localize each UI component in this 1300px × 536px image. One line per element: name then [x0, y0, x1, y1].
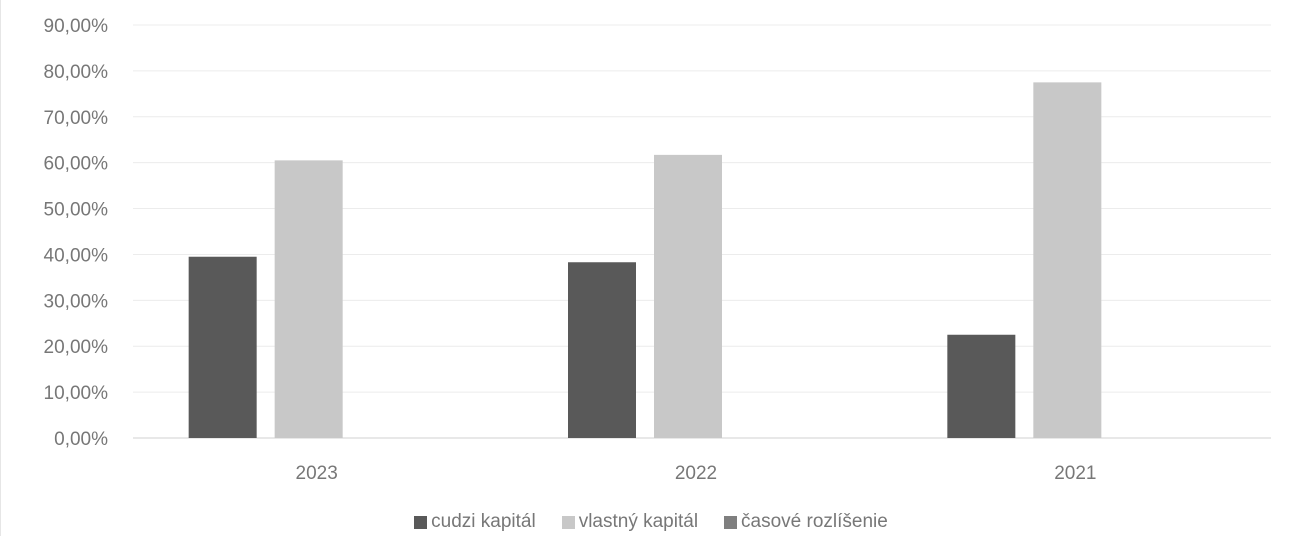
x-tick-label: 2021: [1054, 463, 1096, 484]
y-tick-label: 20,00%: [44, 337, 109, 358]
bar: [947, 334, 1016, 438]
y-tick-label: 50,00%: [44, 200, 109, 221]
legend-swatch-casove-rozlisenie: [724, 515, 738, 529]
y-tick-label: 60,00%: [44, 154, 109, 175]
y-tick-label: 10,00%: [44, 383, 109, 404]
legend: cudzi kapitál vlastný kapitál časové roz…: [1, 509, 1300, 535]
legend-label-vlastny-kapital: vlastný kapitál: [578, 511, 699, 532]
y-tick-label: 70,00%: [44, 108, 109, 129]
bar: [274, 160, 343, 438]
legend-item-cudzi-kapital: cudzi kapitál: [414, 511, 536, 533]
legend-item-vlastny-kapital: vlastný kapitál: [561, 511, 699, 533]
bar: [1033, 82, 1102, 438]
legend-swatch-cudzi-kapital: [414, 515, 428, 529]
bar: [188, 256, 257, 438]
y-tick-label: 40,00%: [44, 245, 109, 266]
legend-item-casove-rozlisenie: časové rozlíšenie: [724, 511, 888, 533]
x-tick-label: 2023: [296, 463, 338, 484]
legend-label-casove-rozlisenie: časové rozlíšenie: [741, 511, 888, 532]
y-tick-label: 0,00%: [54, 429, 108, 450]
y-tick-label: 30,00%: [44, 291, 109, 312]
bar: [654, 154, 722, 439]
bar: [568, 262, 636, 438]
y-tick-label: 80,00%: [44, 62, 109, 83]
y-tick-label: 90,00%: [44, 16, 109, 37]
legend-label-cudzi-kapital: cudzi kapitál: [431, 511, 536, 532]
x-tick-label: 2022: [675, 463, 717, 484]
legend-swatch-vlastny-kapital: [561, 515, 575, 529]
